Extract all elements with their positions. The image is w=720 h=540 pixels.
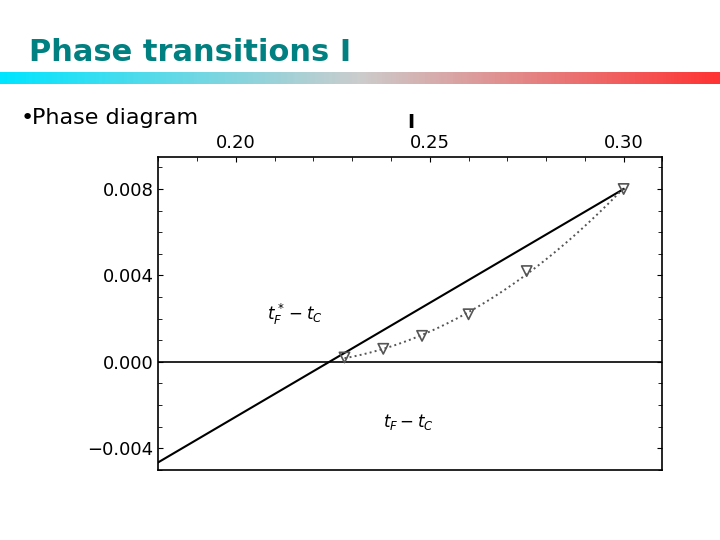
Point [463,310,474,319]
Point [521,267,533,275]
Text: $t_F-t_C$: $t_F-t_C$ [383,412,434,433]
Text: Phase diagram: Phase diagram [32,108,199,128]
Point [338,353,350,362]
Point [618,185,629,193]
Point [377,345,389,353]
Text: Phase transitions I: Phase transitions I [29,38,351,67]
Text: •: • [20,108,33,128]
Point [416,332,428,340]
X-axis label: I: I [407,113,414,132]
Text: $t_F^*-t_C$: $t_F^*-t_C$ [267,302,323,327]
